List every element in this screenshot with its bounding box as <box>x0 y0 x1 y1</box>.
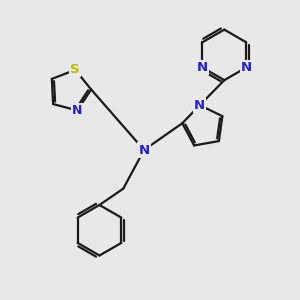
Text: N: N <box>241 61 252 74</box>
Text: N: N <box>139 143 150 157</box>
Text: S: S <box>70 63 80 76</box>
Text: N: N <box>72 104 82 117</box>
Text: N: N <box>197 61 208 74</box>
Text: N: N <box>194 99 205 112</box>
